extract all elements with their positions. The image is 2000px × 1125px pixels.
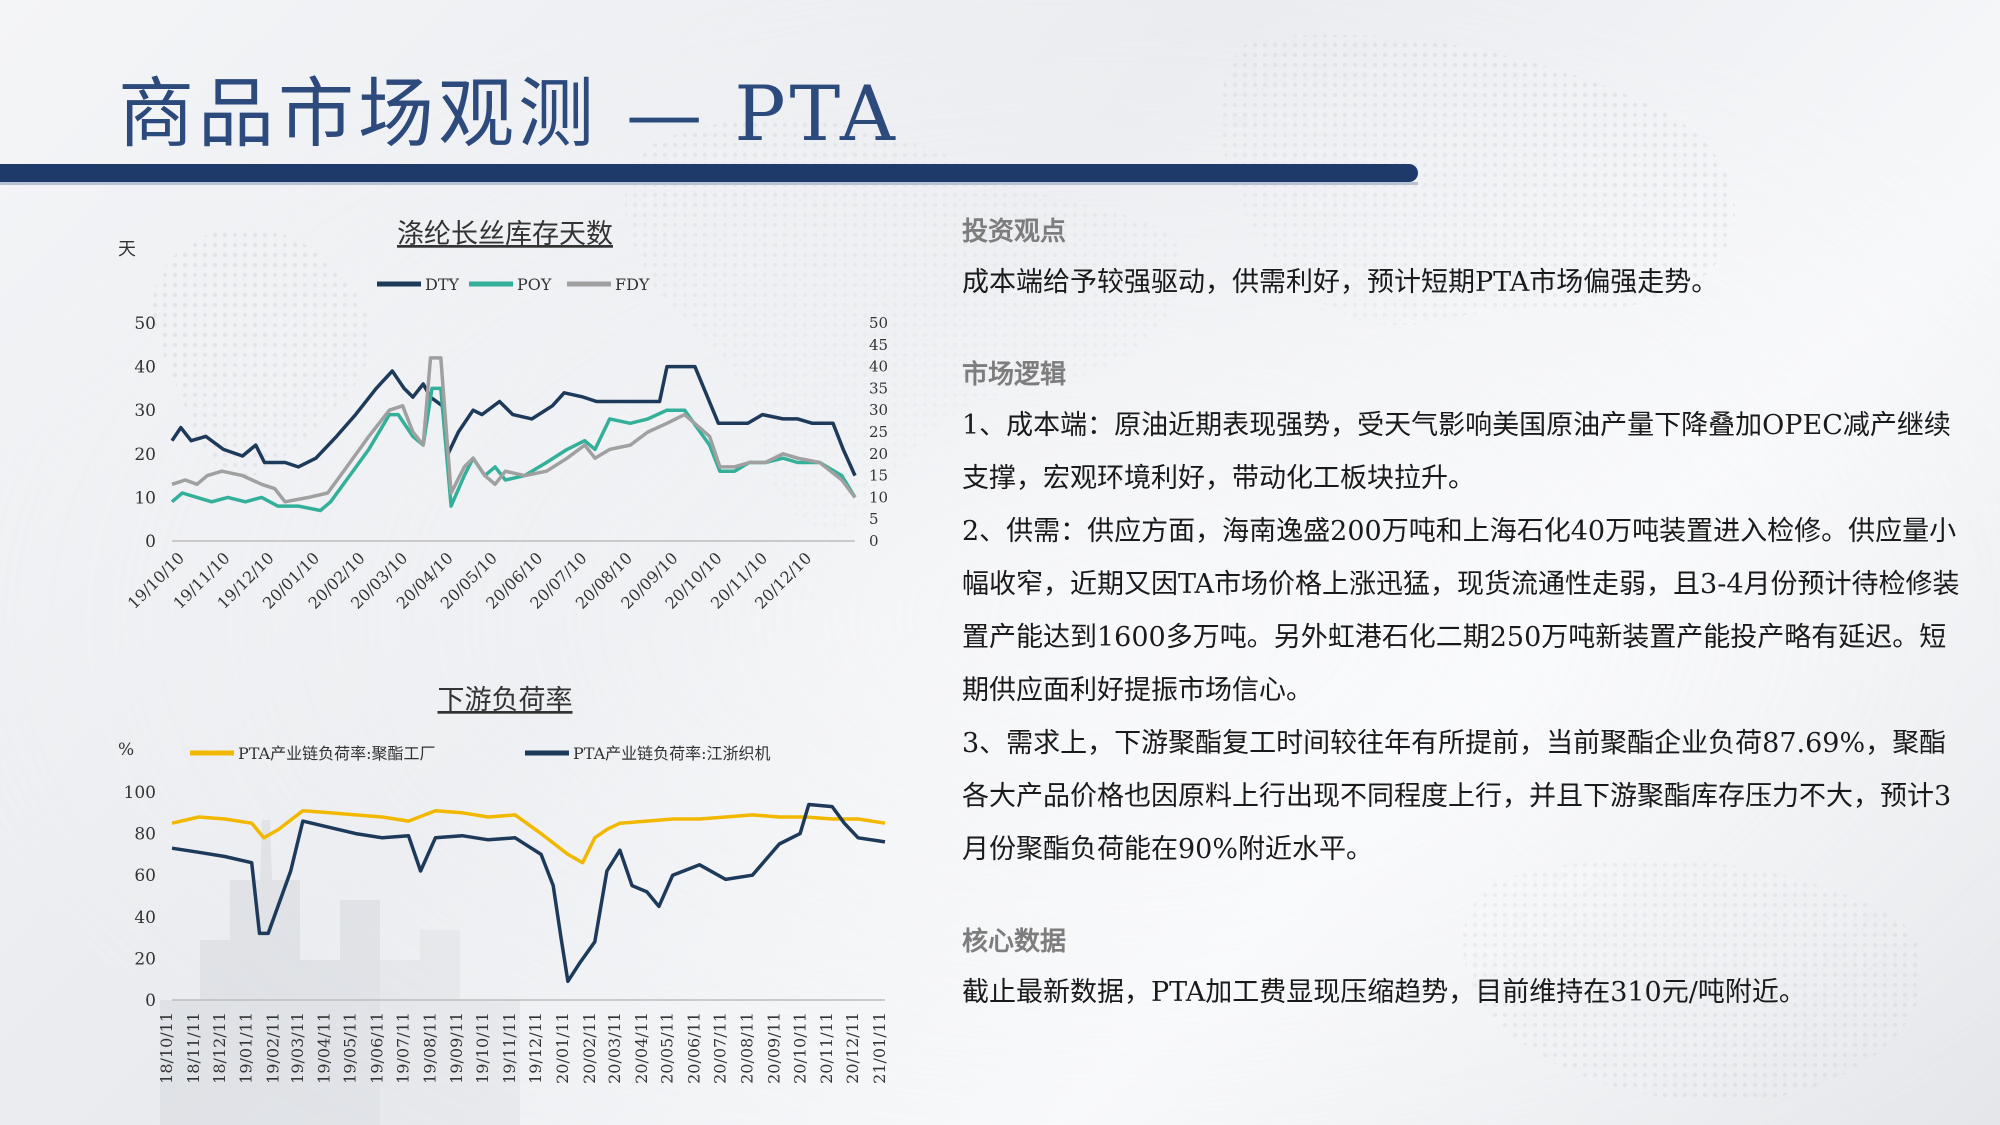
x-tick-label: 19/08/11: [420, 1012, 439, 1084]
x-tick-label: 20/11/11: [817, 1012, 836, 1084]
y-axis-ticks: 0 10 20 30 40 50: [134, 314, 156, 552]
legend-label: PTA产业链负荷率:江浙织机: [573, 744, 771, 763]
section-paragraph: 截止最新数据，PTA加工费显现压缩趋势，目前维持在310元/吨附近。: [962, 977, 1806, 1008]
y-tick-label: 80: [134, 825, 156, 845]
downstream-load-chart: 下游负荷率 % PTA产业链负荷率:聚酯工厂 PTA产业链负荷率:江浙织机 0 20…: [118, 685, 889, 1084]
x-tick-label: 20/05/11: [658, 1012, 677, 1084]
y-tick-label: 50: [134, 314, 156, 334]
x-tick-label: 19/04/11: [315, 1012, 334, 1084]
legend-label: POY: [517, 275, 552, 294]
y-tick-label: 0: [145, 991, 156, 1011]
y2-tick-label: 35: [869, 379, 888, 397]
y-tick-label: 20: [134, 445, 156, 465]
section-heading: 核心数据: [962, 927, 1067, 957]
y2-tick-label: 20: [869, 445, 888, 463]
x-tick-label: 20/08/11: [737, 1012, 756, 1084]
section-investment-view: 投资观点 成本端给予较强驱动，供需利好，预计短期PTA市场偏强走势。: [962, 208, 1972, 309]
y-tick-label: 30: [134, 401, 156, 421]
legend: DTY POY FDY: [377, 275, 650, 294]
x-tick-label: 19/03/11: [288, 1012, 307, 1084]
x-tick-label: 20/06/11: [685, 1012, 704, 1084]
section-paragraph: 1、成本端：原油近期表现强势，受天气影响美国原油产量下降叠加OPEC减产继续支撑…: [962, 410, 1951, 494]
section-paragraph: 3、需求上，下游聚酯复工时间较往年有所提前，当前聚酯企业负荷87.69%，聚酯各…: [962, 728, 1952, 865]
y-tick-label: 40: [134, 908, 156, 928]
legend-label: PTA产业链负荷率:聚酯工厂: [238, 744, 436, 763]
x-tick-label: 19/01/11: [237, 1012, 256, 1084]
x-tick-label: 20/12/11: [843, 1012, 862, 1084]
section-heading: 投资观点: [962, 217, 1067, 247]
x-tick-label: 19/05/11: [341, 1012, 360, 1084]
y2-tick-label: 50: [869, 314, 888, 332]
section-paragraph: 成本端给予较强驱动，供需利好，预计短期PTA市场偏强走势。: [962, 267, 1719, 298]
section-heading: 市场逻辑: [962, 360, 1067, 390]
y2-tick-label: 15: [869, 467, 888, 485]
y2-tick-label: 45: [869, 336, 888, 354]
x-tick-label: 19/10/11: [473, 1012, 492, 1084]
x-tick-label: 20/04/11: [632, 1012, 651, 1084]
x-tick-label: 18/11/11: [184, 1012, 203, 1084]
x-tick-label: 19/12/11: [526, 1012, 545, 1084]
section-market-logic: 市场逻辑 1、成本端：原油近期表现强势，受天气影响美国原油产量下降叠加OPEC减…: [962, 351, 1972, 876]
section-paragraph: 2、供需：供应方面，海南逸盛200万吨和上海石化40万吨装置进入检修。供应量小幅…: [962, 516, 1960, 706]
series-line-2: [171, 802, 886, 984]
x-tick-label: 20/07/11: [711, 1012, 730, 1084]
x-tick-label: 19/06/11: [368, 1012, 387, 1084]
y-tick-label: 10: [134, 488, 156, 508]
y-tick-label: 100: [124, 783, 156, 803]
x-tick-label: 20/09/11: [764, 1012, 783, 1084]
series-line-1: [171, 808, 886, 865]
x-axis-ticks: 19/10/1019/11/1019/12/1020/01/1020/02/10…: [124, 540, 855, 613]
y2-tick-label: 0: [869, 532, 879, 550]
y2-axis-ticks: 0 5 10 15 20 25 30 35 40 45 50: [869, 314, 888, 550]
y-axis-label: 天: [118, 239, 136, 260]
x-tick-label: 20/10/11: [790, 1012, 809, 1084]
x-tick-label: 19/09/11: [447, 1012, 466, 1084]
page-title: 商品市场观测 — PTA: [118, 69, 899, 158]
y-axis-ticks: 0 20 40 60 80 100: [124, 783, 156, 1011]
x-tick-label: 19/07/11: [394, 1012, 413, 1084]
x-axis-ticks: 18/10/11 18/11/11 18/12/11 19/01/11 19/02/11…: [157, 999, 889, 1084]
y2-tick-label: 25: [869, 423, 888, 441]
x-tick-label: 20/03/11: [605, 1012, 624, 1084]
series-line-2: [170, 386, 857, 513]
y2-tick-label: 10: [869, 488, 888, 506]
y-tick-label: 60: [134, 866, 156, 886]
y-tick-label: 20: [134, 949, 156, 969]
inventory-days-chart: 涤纶长丝库存天数 天 DTY POY FDY 0 10 20 30 40 50 0 5 10 15 2…: [118, 219, 888, 613]
x-tick-label: 21/01/11: [870, 1012, 889, 1084]
x-tick-label: 18/10/11: [157, 1012, 176, 1084]
legend-label: DTY: [425, 275, 460, 294]
y-axis-label: %: [118, 740, 134, 760]
series-line-3: [171, 356, 857, 504]
x-tick-label: 19/02/11: [264, 1012, 283, 1084]
y-tick-label: 0: [145, 532, 156, 552]
legend: PTA产业链负荷率:聚酯工厂 PTA产业链负荷率:江浙织机: [190, 744, 771, 763]
section-core-data: 核心数据 截止最新数据，PTA加工费显现压缩趋势，目前维持在310元/吨附近。: [962, 918, 1972, 1019]
title-underline-shadow: [0, 182, 1418, 185]
y2-tick-label: 5: [869, 510, 879, 528]
series-lines: [170, 356, 857, 513]
y2-tick-label: 40: [869, 358, 888, 376]
y2-tick-label: 30: [869, 401, 888, 419]
legend-label: FDY: [615, 275, 650, 294]
title-underline-bar: [0, 164, 1418, 182]
analysis-panel: 投资观点 成本端给予较强驱动，供需利好，预计短期PTA市场偏强走势。 市场逻辑 …: [962, 208, 1972, 1019]
x-tick-label: 20/01/11: [553, 1012, 572, 1084]
series-line-1: [170, 364, 857, 477]
x-tick-label: 18/12/11: [210, 1012, 229, 1084]
x-tick-label: 20/02/11: [580, 1012, 599, 1084]
y-tick-label: 40: [134, 358, 156, 378]
x-tick-label: 19/11/11: [500, 1012, 519, 1084]
series-lines: [171, 802, 886, 984]
chart-title: 下游负荷率: [438, 685, 573, 716]
chart-title: 涤纶长丝库存天数: [397, 219, 613, 250]
